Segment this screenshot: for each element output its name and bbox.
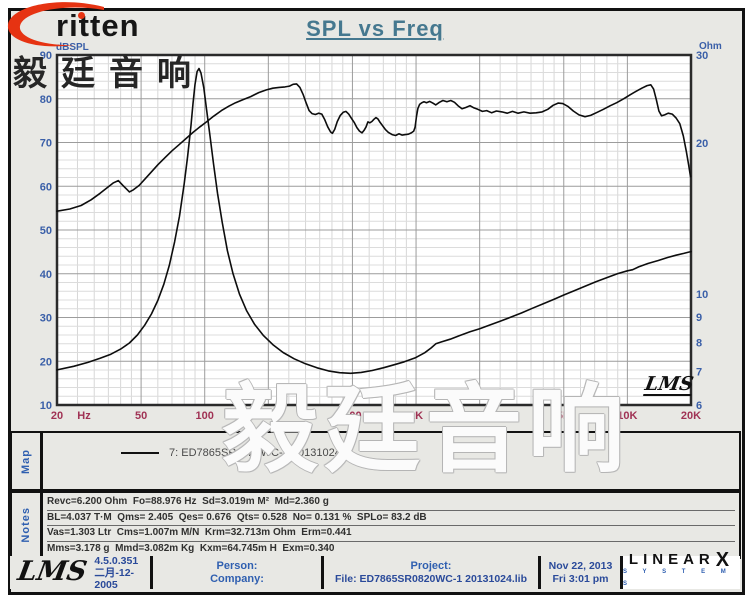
- notes-section-body: Revc=6.200 Ohm Fo=88.976 Hz Sd=3.019m M²…: [43, 493, 739, 557]
- spl-curve: [56, 83, 692, 212]
- plot-border: [55, 53, 693, 407]
- brand-watermark-top: 毅廷音响: [13, 54, 205, 94]
- left-tick-label: 40: [40, 269, 52, 281]
- report-date: Nov 22, 2013: [548, 560, 613, 572]
- note-line-1: Revc=6.200 Ohm Fo=88.976 Hz Sd=3.019m M²…: [47, 495, 735, 511]
- left-tick-label: 90: [40, 50, 52, 62]
- x-tick-label: 50: [135, 410, 147, 422]
- file-name: File: ED7865SR0820WC-1 20131024.lib: [334, 572, 528, 585]
- right-tick-label: 6: [696, 400, 702, 412]
- notes-section-label: Notes: [20, 507, 32, 543]
- left-tick-label: 50: [40, 225, 52, 237]
- note-line-3: Vas=1.303 Ltr Cms=1.007m M/N Krm=32.713m…: [47, 526, 735, 542]
- eritten-logo: ritten: [4, 0, 184, 52]
- footer-project-cell: Project: File: ED7865SR0820WC-1 20131024…: [324, 556, 538, 589]
- left-tick-label: 70: [40, 138, 52, 150]
- x-tick-label: 100: [196, 410, 214, 422]
- x-tick-label: 200: [259, 410, 277, 422]
- left-tick-label: 60: [40, 181, 52, 193]
- notes-section: Notes Revc=6.200 Ohm Fo=88.976 Hz Sd=3.0…: [10, 491, 741, 559]
- x-axis-unit: Hz: [77, 410, 91, 422]
- map-section: Map 7: ED7865SR0820WC-1 20131024: [10, 431, 741, 491]
- x-tick-label: 20: [51, 410, 63, 422]
- eritten-swoosh-icon: [7, 2, 104, 47]
- x-tick-label: 2K: [473, 410, 487, 422]
- legend-entry: 7: ED7865SR0820WC-1 20131024: [121, 447, 341, 459]
- left-tick-label: 80: [40, 94, 52, 106]
- footer-bar: LMS 4.5.0.351 二月-12-2005 Person: Company…: [10, 549, 740, 591]
- eritten-logo-text: ritten: [56, 8, 140, 43]
- brand-watermark-outline: 毅廷音响: [222, 373, 630, 486]
- left-tick-label: 20: [40, 356, 52, 368]
- x-tick-label: 10K: [617, 410, 637, 422]
- map-section-label: Map: [20, 448, 32, 474]
- right-tick-label: 10: [696, 289, 708, 301]
- left-tick-label: 10: [40, 400, 52, 412]
- app-version-date: 二月-12-2005: [94, 566, 135, 591]
- right-tick-label: 20: [696, 138, 708, 150]
- project-label: Project:: [410, 560, 452, 572]
- right-tick-label: 7: [696, 366, 702, 378]
- right-tick-label: 8: [696, 337, 702, 349]
- right-tick-label: 30: [696, 50, 708, 62]
- footer-person-cell: Person: Company:: [153, 556, 321, 589]
- left-axis-unit-label: dBSPL: [56, 42, 89, 53]
- x-tick-label: 500: [343, 410, 361, 422]
- right-axis-unit-label: Ohm: [699, 41, 722, 52]
- legend-line-swatch: [121, 452, 159, 454]
- map-section-body: 7: ED7865SR0820WC-1 20131024: [43, 433, 739, 489]
- right-tick-label: 9: [696, 312, 702, 324]
- note-line-2: BL=4.037 T·M Qms= 2.405 Qes= 0.676 Qts= …: [47, 511, 735, 526]
- spl-vs-freq-chart: 20 50 100 200 500 1K 2K 5K 10K 20K Hz 90 80 70 60 50 40 3…: [40, 50, 709, 422]
- linearx-logo: LINEAR X: [628, 549, 735, 572]
- linearx-systems-text: S Y S T E M S: [623, 568, 733, 588]
- left-tick-label: 30: [40, 313, 52, 325]
- company-label: Company:: [210, 572, 264, 585]
- legend-label: 7: ED7865SR0820WC-1 20131024: [169, 447, 341, 459]
- chart-title: SPL vs Freq: [306, 16, 444, 41]
- map-section-label-cell: Map: [12, 433, 43, 489]
- notes-section-label-cell: Notes: [12, 493, 43, 557]
- footer-date-cell: Nov 22, 2013 Fri 3:01 pm: [541, 556, 620, 589]
- report-time: Fri 3:01 pm: [552, 572, 609, 585]
- impedance-curve: [56, 67, 692, 375]
- linearx-letters: LINEAR: [628, 551, 715, 569]
- footer-version-cell: LMS 4.5.0.351 二月-12-2005: [10, 554, 150, 591]
- app-version: 4.5.0.351: [94, 554, 139, 567]
- x-tick-label: 20K: [681, 410, 701, 422]
- eritten-i-dot-icon: [78, 12, 85, 19]
- linearx-x: X: [715, 549, 735, 572]
- lms-footer-logo: LMS: [15, 556, 90, 588]
- person-label: Person:: [216, 560, 258, 572]
- lms-chart-logo: LMS: [643, 373, 696, 396]
- footer-linearx-cell: LINEAR X S Y S T E M S: [623, 549, 740, 589]
- x-tick-label: 5K: [557, 410, 571, 422]
- x-tick-label: 1K: [409, 410, 423, 422]
- notes-lines: Revc=6.200 Ohm Fo=88.976 Hz Sd=3.019m M²…: [43, 493, 739, 557]
